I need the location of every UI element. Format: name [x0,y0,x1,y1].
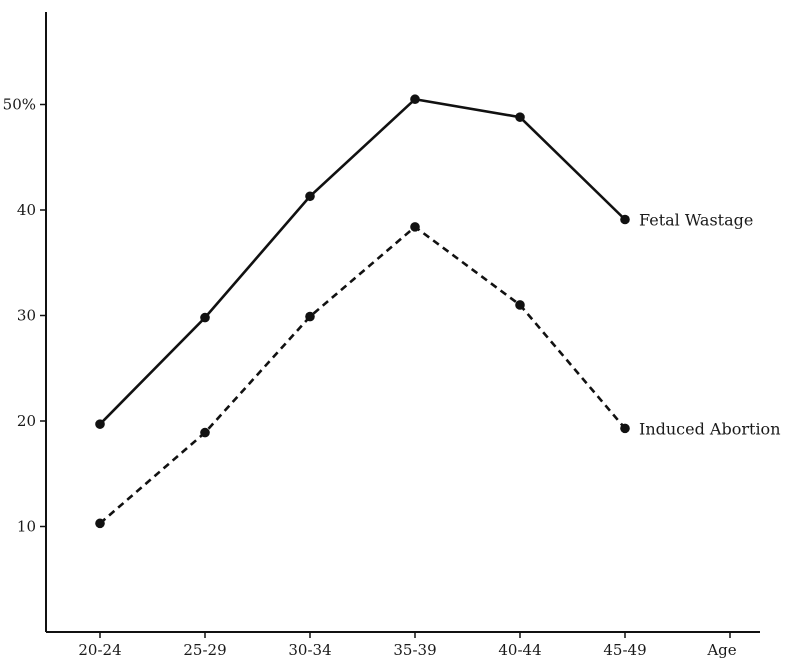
data-point [515,112,525,122]
series-layer: Fetal Wastage Induced Abortion [95,94,781,529]
series-label: Induced Abortion [639,419,781,438]
series-line [99,97,626,426]
y-ticks: 10 20 30 40 50% [3,96,46,536]
x-axis-title: Age [706,641,736,659]
series-line [99,225,626,525]
y-tick-label: 50% [3,96,36,114]
x-tick-label: 45-49 [603,641,646,659]
data-point [305,191,315,202]
x-tick-label: 30-34 [288,641,331,659]
x-tick-label: 35-39 [393,641,436,659]
series-induced-abortion: Induced Abortion [95,222,781,529]
y-tick-label: 10 [17,518,36,536]
y-tick-label: 40 [17,201,36,219]
series-label: Fetal Wastage [639,210,753,229]
data-point [305,311,315,322]
x-tick-label: 20-24 [78,641,121,659]
data-point [410,94,420,105]
data-point [95,419,105,429]
data-point [620,214,630,225]
data-point [200,427,210,438]
x-tick-label: 25-29 [183,641,226,659]
data-point [620,423,630,434]
data-point [515,300,525,310]
series-fetal-wastage: Fetal Wastage [95,94,753,429]
axes [45,12,760,633]
y-tick-label: 30 [17,307,36,325]
x-tick-label: 40-44 [498,641,541,659]
data-point [95,518,105,529]
y-tick-label: 20 [17,412,36,430]
data-point [410,222,420,232]
data-point [200,312,210,323]
x-ticks: 20-24 25-29 30-34 35-39 40-44 45-49 [78,632,731,659]
